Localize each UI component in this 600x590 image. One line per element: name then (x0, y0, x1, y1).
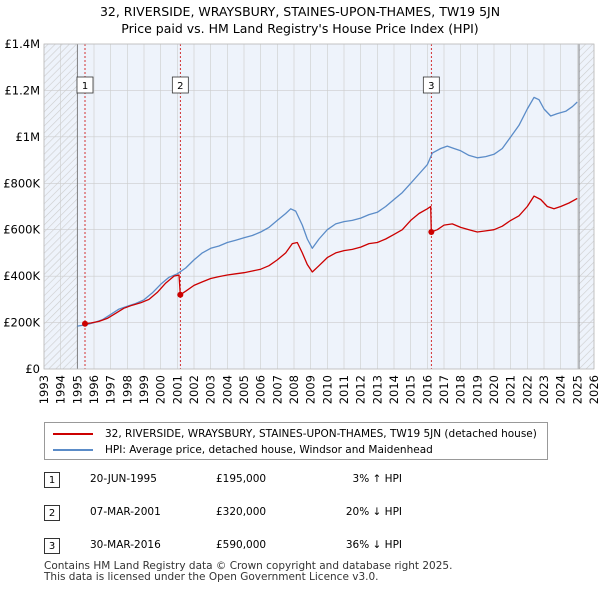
x-tick-label: 2021 (504, 375, 518, 404)
y-tick-label: £200K (3, 316, 40, 330)
sale-row: 2 07-MAR-2001 £320,000 20% ↓ HPI (44, 505, 564, 525)
x-tick-label: 2018 (454, 375, 468, 404)
hatched-region (579, 44, 594, 369)
chart-title-line1: 32, RIVERSIDE, WRAYSBURY, STAINES-UPON-T… (99, 4, 501, 19)
x-tick-label: 2004 (220, 375, 234, 404)
x-tick-label: 2000 (154, 375, 168, 404)
sale-hpi-diff: 3% ↑ HPI (352, 473, 402, 485)
sale-price: £590,000 (216, 539, 267, 551)
y-tick-label: £400K (3, 269, 40, 283)
y-tick-label: £600K (3, 223, 40, 237)
x-tick-label: 1993 (37, 375, 51, 404)
legend-item-property: 32, RIVERSIDE, WRAYSBURY, STAINES-UPON-T… (53, 426, 537, 442)
footer-copyright: Contains HM Land Registry data © Crown c… (44, 560, 453, 572)
sale-row: 1 20-JUN-1995 £195,000 3% ↑ HPI (44, 472, 564, 492)
y-tick-label: £1.4M (4, 37, 40, 51)
sale-date: 07-MAR-2001 (90, 506, 161, 518)
x-tick-label: 2023 (537, 375, 551, 404)
x-tick-label: 2026 (587, 375, 600, 404)
x-tick-label: 2002 (187, 375, 201, 404)
sale-row: 3 30-MAR-2016 £590,000 36% ↓ HPI (44, 538, 564, 558)
sale-marker-label: 1 (82, 81, 88, 92)
sale-marker-label: 2 (177, 81, 183, 92)
sale-date: 20-JUN-1995 (90, 473, 157, 485)
sale-price: £320,000 (216, 506, 267, 518)
x-tick-label: 1997 (104, 375, 118, 404)
x-tick-label: 2013 (370, 375, 384, 404)
x-tick-label: 1996 (87, 375, 101, 404)
y-tick-label: £800K (3, 176, 40, 190)
sale-marker-box (171, 76, 189, 94)
x-tick-label: 2011 (337, 375, 351, 404)
legend-swatch-property (53, 433, 93, 435)
x-tick-label: 2006 (254, 375, 268, 404)
x-tick-label: 2016 (420, 375, 434, 404)
x-tick-label: 1998 (120, 375, 134, 404)
x-tick-label: 2019 (470, 375, 484, 404)
legend: 32, RIVERSIDE, WRAYSBURY, STAINES-UPON-T… (44, 422, 548, 460)
series-line-property (84, 195, 578, 325)
x-tick-label: 2005 (237, 375, 251, 404)
plot-area (44, 44, 594, 369)
x-tick-label: 2024 (554, 375, 568, 404)
x-tick-label: 2007 (270, 375, 284, 404)
x-tick-label: 2008 (287, 375, 301, 404)
sale-price: £195,000 (216, 473, 267, 485)
sale-marker: 3 (44, 538, 60, 554)
x-tick-label: 2015 (404, 375, 418, 404)
x-tick-label: 2012 (354, 375, 368, 404)
footer: Contains HM Land Registry data © Crown c… (44, 561, 452, 583)
legend-item-hpi: HPI: Average price, detached house, Wind… (53, 442, 433, 458)
sale-marker: 2 (44, 505, 60, 521)
sale-hpi-diff: 36% ↓ HPI (345, 539, 402, 551)
x-tick-label: 2022 (520, 375, 534, 404)
footer-licence: This data is licensed under the Open Gov… (44, 571, 379, 583)
sale-point (428, 229, 435, 236)
x-tick-label: 2025 (570, 375, 584, 404)
sale-hpi-diff: 20% ↓ HPI (345, 506, 402, 518)
chart-title-line2: Price paid vs. HM Land Registry's House … (121, 21, 479, 36)
sale-point (82, 320, 88, 327)
legend-label-property: 32, RIVERSIDE, WRAYSBURY, STAINES-UPON-T… (105, 428, 537, 440)
sale-marker: 1 (44, 472, 60, 488)
sale-marker-box (76, 76, 94, 94)
x-tick-label: 2009 (304, 375, 318, 404)
legend-swatch-hpi (53, 449, 93, 451)
x-tick-label: 2020 (487, 375, 501, 404)
y-tick-label: £0 (25, 362, 40, 376)
x-tick-label: 1995 (70, 375, 84, 404)
legend-label-hpi: HPI: Average price, detached house, Wind… (105, 444, 433, 456)
plot-border (43, 43, 595, 370)
x-tick-label: 2017 (437, 375, 451, 404)
x-tick-label: 1994 (54, 375, 68, 404)
x-tick-label: 2010 (320, 375, 334, 404)
sale-point (177, 291, 184, 298)
y-tick-label: £1M (15, 130, 40, 144)
y-tick-label: £1.2M (4, 83, 40, 97)
x-tick-label: 2014 (387, 375, 401, 404)
sale-date: 30-MAR-2016 (90, 539, 161, 551)
sale-marker-box (422, 76, 440, 94)
sale-marker-label: 3 (428, 81, 434, 92)
x-tick-label: 1999 (137, 375, 151, 404)
series-line-hpi (77, 96, 578, 327)
x-tick-label: 2003 (204, 375, 218, 404)
x-tick-label: 2001 (170, 375, 184, 404)
